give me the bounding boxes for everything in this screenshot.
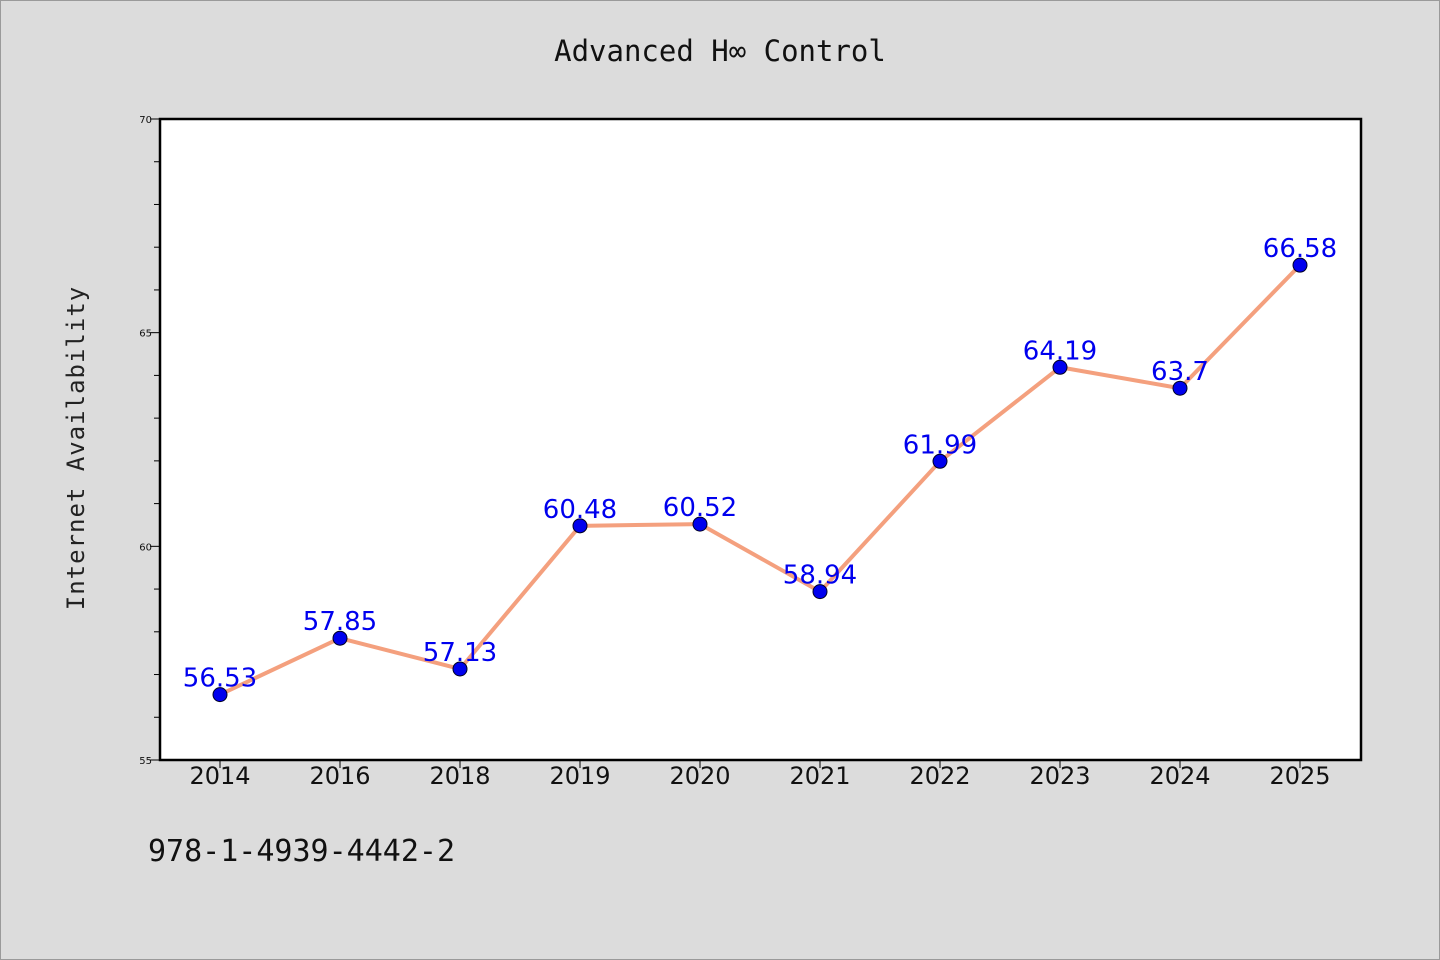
data-label: 66.58	[1263, 234, 1337, 264]
y-tick-label: 60	[139, 542, 152, 553]
x-tick-label: 2019	[549, 762, 610, 790]
x-tick-label: 2020	[669, 762, 730, 790]
y-axis: 55 60 65 70	[139, 115, 160, 767]
isbn-code: 978-1-4939-4442-2	[148, 834, 455, 869]
data-label: 57.13	[423, 638, 497, 668]
x-tick-label: 2025	[1269, 762, 1330, 790]
data-label: 58.94	[783, 561, 857, 591]
data-label: 63.7	[1151, 357, 1209, 387]
x-tick-label: 2023	[1029, 762, 1090, 790]
data-label: 56.53	[183, 664, 257, 694]
x-tick-label: 2021	[789, 762, 850, 790]
y-tick-label: 65	[139, 329, 152, 340]
x-tick-label: 2022	[909, 762, 970, 790]
data-label: 64.19	[1023, 336, 1097, 366]
y-tick-label: 55	[139, 756, 152, 767]
y-tick-label: 70	[139, 115, 152, 126]
x-tick-label: 2024	[1149, 762, 1210, 790]
data-label: 57.85	[303, 607, 377, 637]
line-chart: 55 60 65 70 2014 2016 2018 2019 2020 2021 2022 202…	[0, 0, 1440, 960]
data-label: 60.52	[663, 493, 737, 523]
x-axis: 2014 2016 2018 2019 2020 2021 2022 2023 2024 2025	[189, 760, 1330, 790]
x-tick-label: 2018	[429, 762, 490, 790]
plot-area	[160, 119, 1361, 760]
data-label: 60.48	[543, 495, 617, 525]
x-tick-label: 2016	[309, 762, 370, 790]
x-tick-label: 2014	[189, 762, 250, 790]
data-label: 61.99	[903, 430, 977, 460]
